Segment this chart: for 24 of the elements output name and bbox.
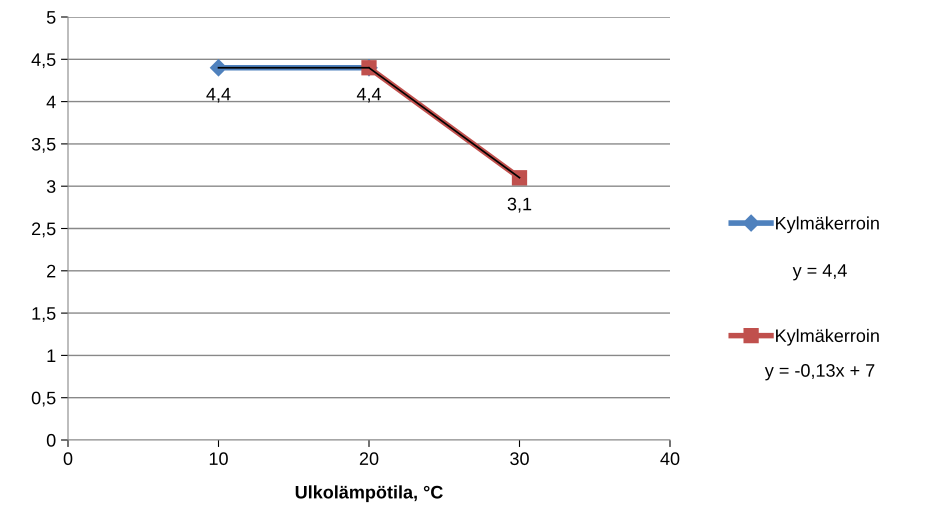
- y-tick-label: 4: [46, 96, 56, 108]
- legend-label: Kylmäkerroin: [776, 328, 879, 346]
- data-label: 3,1: [508, 198, 532, 213]
- x-tick-label: 0: [64, 452, 72, 466]
- y-tick-label: 5: [46, 11, 56, 24]
- x-tick-label: 30: [510, 452, 529, 466]
- y-tick-label: 1,5: [32, 307, 56, 322]
- data-label: 4,4: [356, 88, 382, 103]
- legend-label: Kylmäkerroin: [776, 216, 879, 234]
- y-tick-label: 2: [47, 264, 56, 278]
- x-axis-title: Ulkolämpötila, °C: [296, 485, 443, 502]
- data-label: 4,4: [206, 88, 231, 103]
- y-tick-label: 4,5: [32, 53, 56, 68]
- y-tick-label: 2,5: [32, 222, 56, 238]
- y-tick-label: 0: [46, 434, 56, 447]
- x-tick-label: 10: [210, 452, 228, 466]
- x-tick-label: 40: [660, 452, 680, 466]
- text: y = -0,13x + 7: [764, 364, 874, 380]
- y-tick-label: 3: [46, 180, 56, 193]
- y-tick-label: 1: [48, 350, 56, 362]
- text: y = 4,4: [792, 264, 847, 280]
- x-tick-label: 20: [360, 452, 378, 466]
- y-tick-label: 0,5: [32, 392, 56, 407]
- y-tick-label: 3,5: [32, 138, 56, 153]
